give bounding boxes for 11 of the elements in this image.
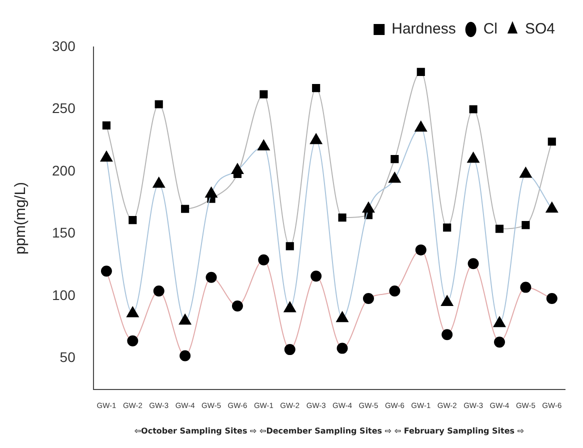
y-tick-label: 250 (52, 100, 76, 116)
legend-label: Hardness (392, 20, 456, 38)
x-axis-title: ⇦October Sampling Sites ⇨ ⇦December Sampling Sites ⇨ ⇦ February Sampling Sites ⇨ (134, 426, 524, 436)
y-tick-label: 100 (52, 286, 76, 303)
y-tick-label: 50 (60, 349, 76, 366)
legend-label: SO4 (524, 20, 555, 38)
y-axis-title: ppm(mg/L) (12, 182, 30, 254)
y-tick-label: 150 (52, 224, 76, 241)
y-tick-label: 200 (52, 162, 76, 178)
legend-label: Cl (483, 20, 498, 38)
y-tick-label: 300 (52, 38, 76, 54)
